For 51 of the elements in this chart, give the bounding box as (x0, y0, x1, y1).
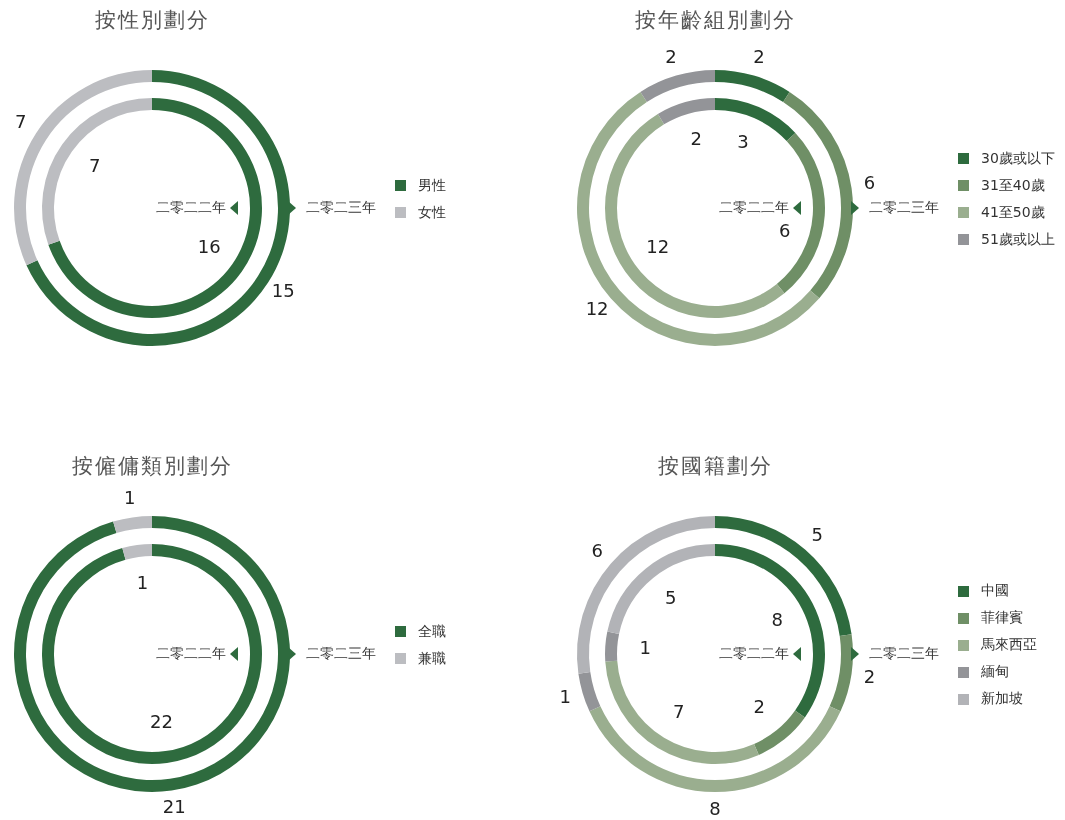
data-label: 5 (665, 587, 677, 609)
data-label: 2 (665, 45, 677, 67)
data-label: 8 (709, 797, 721, 819)
chart-title: 按年齡組別劃分 (633, 7, 797, 34)
data-label: 2 (690, 128, 702, 150)
legend-label: 男性 (418, 176, 446, 195)
legend-label: 二零二三年 (306, 644, 376, 661)
slice-label: 二零二二年 (719, 198, 789, 215)
data-label: 5 (811, 523, 823, 545)
legend-label: 菲律賓 (981, 609, 1023, 627)
data-label: 22 (150, 711, 173, 733)
data-label: 2 (753, 45, 765, 67)
data-label: 21 (162, 796, 186, 818)
data-label: 1 (136, 572, 149, 594)
data-label: 7 (15, 111, 27, 133)
chart-title: 按僱傭類別劃分 (70, 453, 234, 480)
slice-label: 二零二二年 (156, 198, 226, 215)
data-label: 12 (646, 236, 670, 258)
data-label: 3 (737, 131, 749, 153)
data-label: 2 (753, 695, 765, 717)
data-label: 12 (585, 297, 609, 319)
data-label: 8 (771, 609, 783, 631)
slice-label: 二零二二年 (156, 644, 226, 661)
legend-label: 30歲或以下 (981, 149, 1055, 168)
legend-label: 41至50歲 (981, 203, 1045, 222)
data-label: 2 (863, 665, 876, 687)
data-label: 7 (89, 155, 101, 177)
data-label: 1 (559, 685, 572, 707)
data-label: 15 (271, 280, 295, 302)
slice-label: 二零二二年 (719, 644, 789, 661)
legend-label: 51歲或以上 (981, 230, 1055, 249)
legend-label: 二零二三年 (306, 198, 376, 215)
legend-label: 馬來西亞 (981, 636, 1037, 654)
legend-label: 緬甸 (981, 663, 1009, 681)
data-label: 6 (863, 171, 876, 193)
slice-label: 二零二三年 (869, 198, 939, 215)
data-label: 1 (639, 636, 651, 658)
legend-label: 兼職 (418, 649, 446, 668)
data-label: 6 (779, 219, 791, 241)
legend-label: 中國 (981, 582, 1009, 600)
data-label: 1 (124, 487, 136, 509)
legend-label: 新加坡 (981, 690, 1023, 708)
slice-label: 二零二三年 (869, 644, 939, 661)
chart-title: 按性別劃分 (93, 7, 211, 34)
legend-label: 31至40歲 (981, 176, 1045, 195)
legend-label: 女性 (418, 203, 446, 222)
legend-label: 全職 (418, 622, 446, 641)
data-label: 16 (197, 236, 221, 258)
data-label: 7 (672, 701, 685, 723)
chart-title: 按國籍劃分 (656, 453, 774, 480)
data-label: 6 (591, 539, 603, 561)
